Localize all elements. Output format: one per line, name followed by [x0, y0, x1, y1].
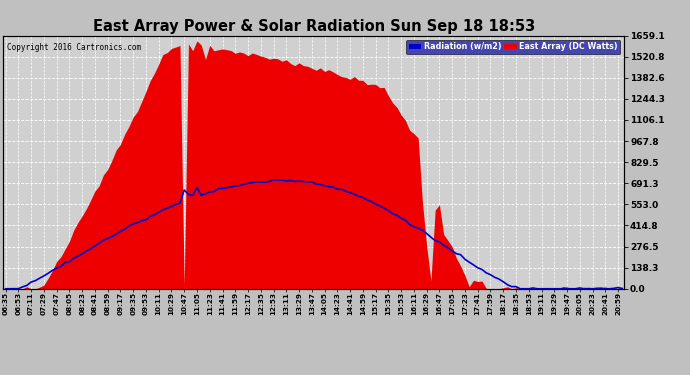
Legend: Radiation (w/m2), East Array (DC Watts): Radiation (w/m2), East Array (DC Watts) — [406, 40, 620, 54]
Text: Copyright 2016 Cartronics.com: Copyright 2016 Cartronics.com — [7, 43, 141, 52]
Title: East Array Power & Solar Radiation Sun Sep 18 18:53: East Array Power & Solar Radiation Sun S… — [93, 20, 535, 34]
